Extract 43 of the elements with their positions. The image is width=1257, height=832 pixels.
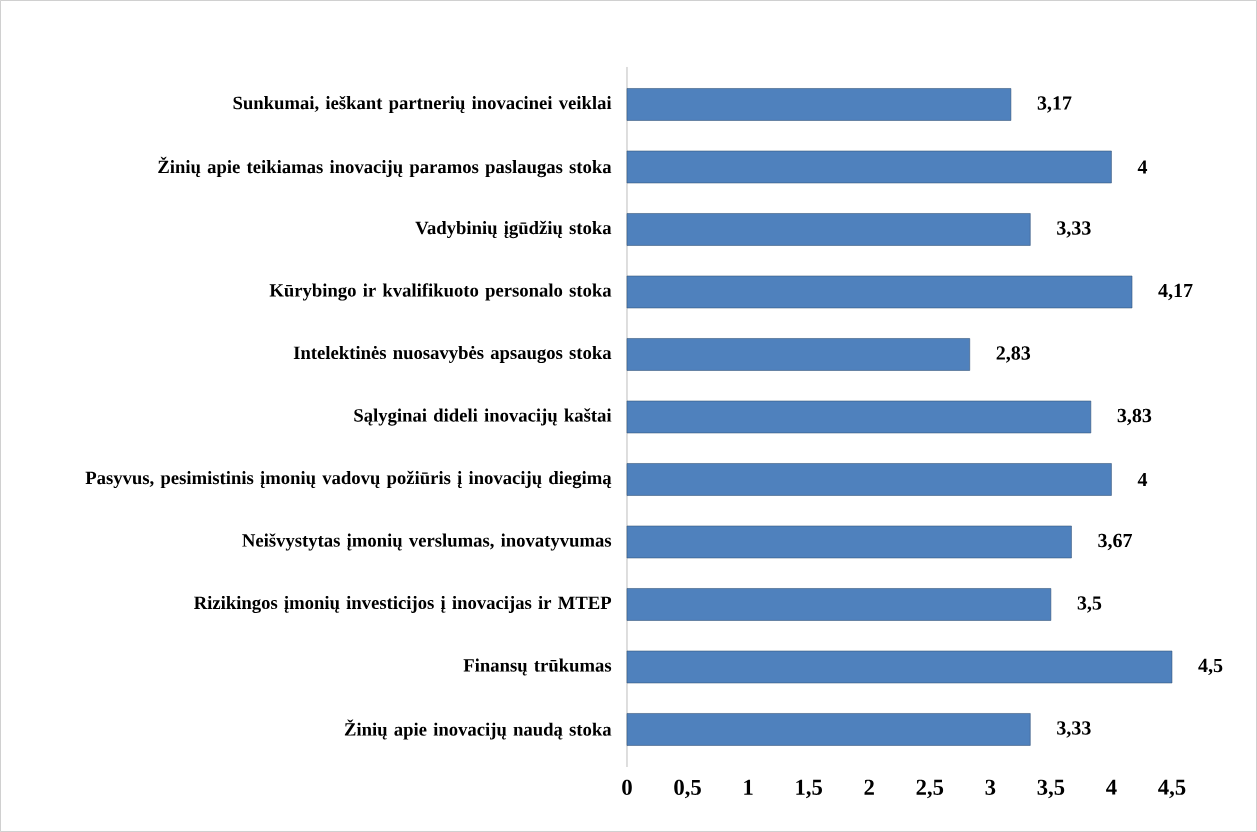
bar	[626, 650, 1173, 684]
y-tick-label: Žinių apie inovacijų naudą stoka	[344, 719, 612, 740]
x-tick-label: 0	[622, 779, 632, 795]
data-label: 2,83	[996, 346, 1031, 363]
bar	[626, 463, 1112, 496]
y-tick-label: Kūrybingo ir kvalifikuoto personalo stoka	[269, 283, 612, 301]
x-tick-label: 4	[1106, 779, 1117, 795]
y-tick-label: Sąlyginai dideli inovacijų kaštai	[354, 408, 612, 426]
x-tick-label: 2,5	[916, 779, 944, 799]
data-label: 3,67	[1098, 533, 1133, 551]
y-tick-label: Žinių apie teikiamas inovacijų paramos paslaugas stoka	[158, 156, 612, 178]
bar	[626, 713, 1031, 746]
bar	[626, 88, 1012, 121]
data-label: 3,33	[1057, 721, 1091, 738]
data-label: 3,33	[1057, 221, 1091, 238]
bar	[626, 150, 1112, 184]
x-tick-label: 1	[744, 779, 753, 795]
y-tick-label: Finansų trūkumas	[463, 658, 612, 676]
bar	[626, 275, 1133, 309]
data-label: 3,5	[1077, 596, 1102, 613]
x-tick-label: 0,5	[674, 779, 701, 799]
data-label: 4	[1137, 472, 1148, 487]
data-label: 4	[1137, 160, 1148, 174]
bar	[626, 525, 1072, 559]
x-tick-label: 3,5	[1037, 779, 1065, 799]
x-tick-label: 3	[985, 779, 996, 795]
x-tick-label: 4,5	[1158, 779, 1186, 799]
bar	[626, 588, 1052, 621]
y-tick-label: Pasyvus, pesimistinis įmonių vadovų požiūris į inovacijų diegimą	[85, 470, 612, 489]
data-label: 3,83	[1117, 408, 1152, 426]
bar	[626, 400, 1092, 434]
y-tick-label: Sunkumai, ieškant partnerių inovacinei veiklai	[233, 95, 612, 114]
bar	[626, 338, 971, 371]
data-label: 3,17	[1037, 96, 1072, 113]
data-label: 4,17	[1158, 283, 1193, 301]
bar	[626, 213, 1031, 246]
y-tick-label: Rizikingos įmonių investicijos į inovacijas ir MTEP	[194, 595, 612, 614]
data-label: 4,5	[1198, 658, 1223, 676]
y-tick-label: Neišvystytas įmonių verslumas, inovatyvumas	[242, 533, 612, 551]
y-tick-label: Vadybinių įgūdžių stoka	[415, 220, 612, 239]
x-tick-label: 2	[864, 779, 874, 795]
x-tick-label: 1,5	[796, 779, 822, 799]
y-tick-label: Intelektinės nuosavybės apsaugos stoka	[293, 345, 612, 364]
